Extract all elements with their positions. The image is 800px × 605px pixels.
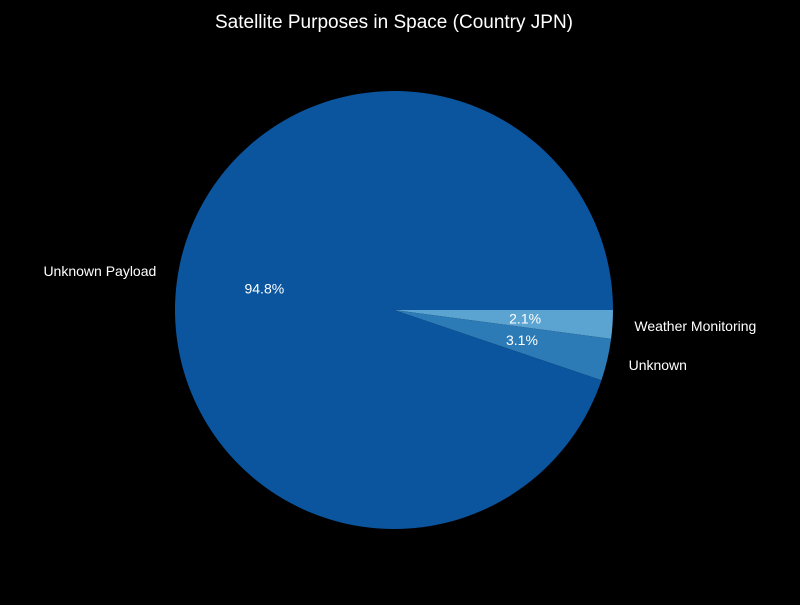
pie-slice-weather-monitoring (394, 310, 613, 339)
chart-title: Satellite Purposes in Space (Country JPN… (215, 12, 573, 33)
pie-slices (175, 91, 614, 530)
pie-slice-unknown-payload (175, 91, 614, 530)
pie-labels: Weather Monitoring 2.1% Unknown 3.1% Unknown… (43, 263, 756, 373)
slice-label-unknown-payload: Unknown Payload (43, 263, 156, 279)
pct-label-weather-monitoring: 2.1% (509, 311, 541, 327)
slice-label-unknown: Unknown (629, 357, 687, 373)
slice-label-weather-monitoring: Weather Monitoring (634, 318, 756, 334)
pct-label-unknown: 3.1% (506, 332, 538, 348)
pie-slice-unknown (394, 310, 612, 381)
pct-label-unknown-payload: 94.8% (244, 281, 284, 297)
